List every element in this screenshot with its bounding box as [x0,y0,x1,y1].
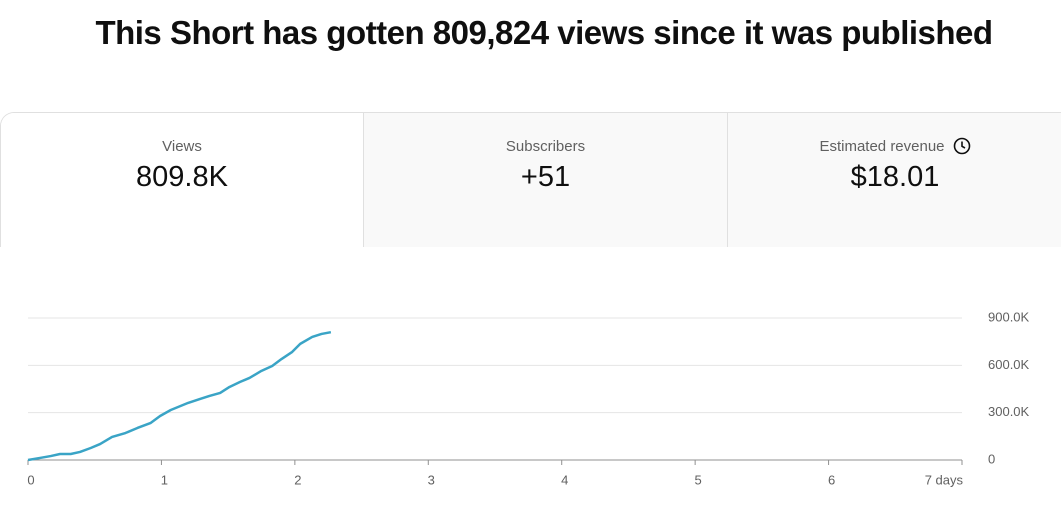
x-tick-label: 5 [695,472,702,487]
clock-icon[interactable] [953,137,971,155]
metric-card[interactable]: Subscribers +51 [363,113,727,247]
metric-label: Views [162,137,202,155]
y-tick-label: 600.0K [988,357,1030,372]
y-tick-label: 900.0K [988,309,1030,324]
x-tick-label: 1 [161,472,168,487]
metric-value: $18.01 [850,161,940,193]
metric-label: Estimated revenue [819,137,945,155]
y-tick-label: 0 [988,451,995,466]
x-tick-label: 4 [561,472,568,487]
x-tick-label: 0 [27,472,34,487]
x-tick-label: 3 [428,472,435,487]
metric-value: 809.8K [136,161,228,193]
metric-label: Subscribers [505,137,586,155]
metric-card[interactable]: Views 809.8K [1,113,363,247]
metric-value: +51 [520,161,571,193]
y-tick-label: 300.0K [988,404,1030,419]
x-tick-label: 2 [294,472,301,487]
page-title: This Short has gotten 809,824 views sinc… [95,14,993,51]
metric-cards: Views 809.8K Subscribers +51 Estimated r… [0,112,1061,247]
data-line [27,330,332,462]
x-tick-label: 7 days [925,472,964,487]
metric-card[interactable]: Estimated revenue $18.01 [727,113,1061,247]
x-tick-label: 6 [828,472,835,487]
